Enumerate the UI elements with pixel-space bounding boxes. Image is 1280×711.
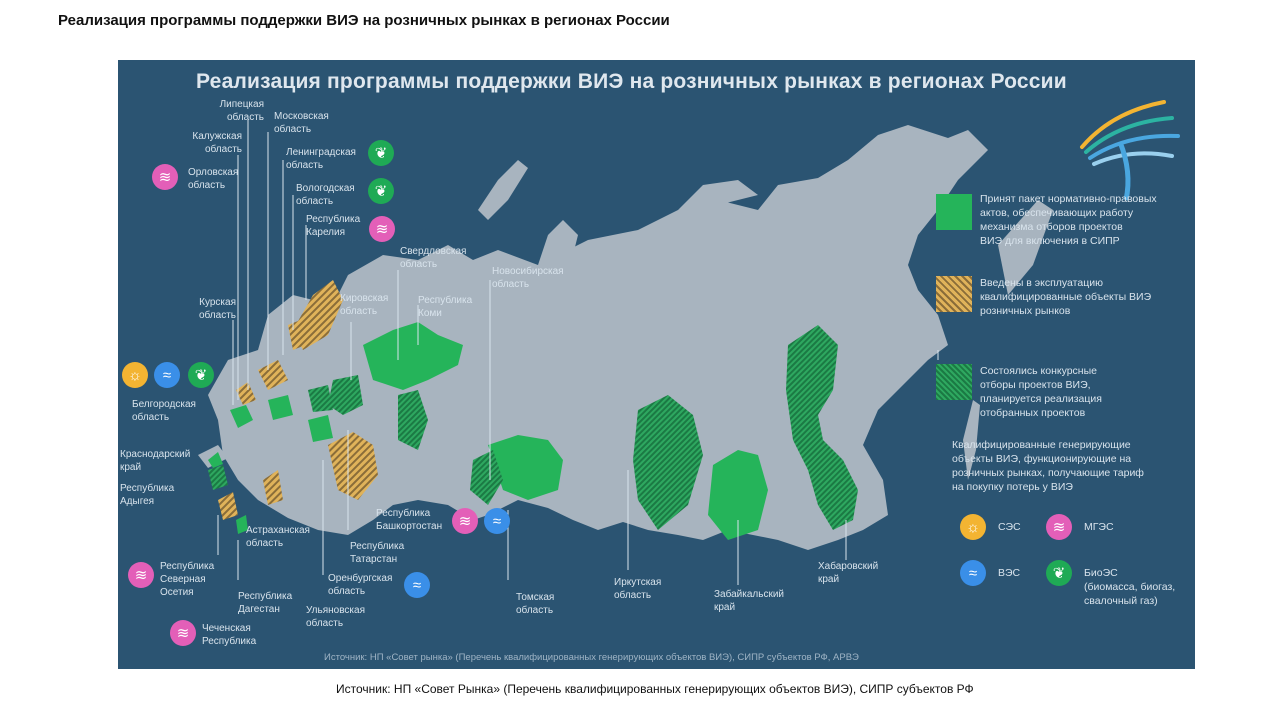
legend-mges: МГЭС (1084, 521, 1114, 533)
legend-swatch-dots (936, 364, 972, 400)
label-astrakhan: Астраханская область (246, 525, 310, 549)
region-chechnya (236, 515, 248, 534)
russia-map (198, 120, 1053, 585)
map-panel: Реализация программы поддержки ВИЭ на ро… (118, 60, 1195, 669)
kamchatka (998, 200, 1053, 295)
region-astrakhan (218, 492, 238, 520)
region-komi (363, 322, 463, 390)
region-lipetsk (236, 382, 256, 405)
page-source: Источник: НП «Совет Рынка» (Перечень ква… (336, 682, 974, 696)
label-kirov: Кировская область (340, 293, 389, 317)
label-dagestan: Республика Дагестан (238, 591, 293, 615)
label-komi: Республика Коми (418, 295, 473, 319)
legend-swatch-green (936, 194, 972, 230)
region-irkutsk (633, 395, 703, 530)
water-icon: ≋ (170, 620, 196, 646)
taymyr (678, 180, 758, 210)
legend-green-text: Принят пакет нормативно-правовых актов, … (980, 193, 1157, 247)
wind-icon: ≈ (484, 508, 510, 534)
label-bashkortostan: Республика Башкортостан (376, 508, 443, 532)
label-chechnya: Чеченская Республика (202, 623, 257, 647)
label-kursk: Курская область (198, 297, 236, 321)
label-ulyanovsk: Ульяновская область (306, 605, 365, 629)
region-adygea (208, 452, 223, 468)
wind-icon: ≈ (154, 362, 180, 388)
sun-icon: ☼ (960, 514, 986, 540)
label-karelia: Республика Карелия (306, 214, 361, 238)
legend-objects-title: Квалифицированные генерирующие объекты В… (952, 439, 1144, 493)
region-moscow (258, 360, 288, 390)
logo (1080, 100, 1180, 201)
region-penza (308, 415, 333, 442)
label-tatarstan: Республика Татарстан (350, 541, 405, 565)
label-orenburg: Оренбургская область (328, 573, 393, 597)
leader-lines (217, 120, 939, 585)
region-zabaykalsky (708, 450, 768, 540)
sakhalin (963, 400, 980, 480)
legend-ves: ВЭС (998, 567, 1021, 579)
region-novosibirsk (488, 435, 563, 500)
legend-ses: СЭС (998, 521, 1021, 533)
legend-hatch-text: Введены в эксплуатацию квалифицированные… (980, 277, 1152, 317)
label-irkutsk: Иркутская область (614, 577, 662, 601)
leaf-icon: ❦ (188, 362, 214, 388)
label-khabarovsk: Хабаровский край (818, 561, 879, 585)
legend-bioes: БиоЭС (биомасса, биогаз, свалочный газ) (1084, 567, 1176, 607)
region-krasnodar (208, 465, 228, 490)
label-lipetsk: Липецкая область (219, 99, 264, 123)
region-tatarstan (308, 385, 333, 412)
panel-title: Реализация программы поддержки ВИЭ на ро… (196, 70, 1067, 93)
label-adygea: Республика Адыгея (120, 483, 175, 507)
legend-dots-text: Состоялись конкурсные отборы проектов ВИ… (980, 365, 1102, 419)
region-khabarovsk (786, 325, 858, 530)
water-icon: ≋ (128, 562, 154, 588)
label-novosibirsk: Новосибирская область (492, 266, 564, 290)
region-vologda (288, 315, 318, 350)
label-sverdlovsk: Свердловская область (400, 246, 467, 270)
label-moscow: Московская область (274, 111, 329, 135)
label-orel: Орловская область (188, 167, 239, 191)
region-bashkortostan (328, 432, 378, 500)
leaf-icon: ❦ (368, 178, 394, 204)
region-orenburg (263, 470, 283, 505)
wind-icon: ≈ (960, 560, 986, 586)
label-krasnodar: Краснодарский край (120, 449, 191, 473)
leaf-icon: ❦ (368, 140, 394, 166)
region-kirov (328, 375, 363, 415)
region-sverdlovsk (398, 390, 428, 450)
water-icon: ≋ (452, 508, 478, 534)
novaya-zemlya (478, 160, 528, 220)
label-n-ossetia: Республика Северная Осетия (160, 561, 215, 598)
water-icon: ≋ (369, 216, 395, 242)
yamal-peninsula (538, 220, 578, 265)
page-title: Реализация программы поддержки ВИЭ на ро… (58, 12, 670, 29)
label-tomsk: Томская область (516, 592, 555, 616)
russia-landmass (208, 125, 988, 550)
label-vologda: Вологодская область (296, 183, 355, 207)
water-icon: ≋ (1046, 514, 1072, 540)
water-icon: ≋ (152, 164, 178, 190)
region-tambov (268, 395, 293, 420)
legend-swatch-hatch (936, 276, 972, 312)
leaf-icon: ❦ (1046, 560, 1072, 586)
label-kaluga: Калужская область (192, 131, 242, 155)
wind-icon: ≈ (404, 572, 430, 598)
region-belgorod (230, 405, 253, 428)
sun-icon: ☼ (122, 362, 148, 388)
label-leningrad: Ленинградская область (286, 147, 356, 171)
region-tomsk (470, 450, 503, 505)
label-belgorod: Белгородская область (132, 399, 196, 423)
panel-source: Источник: НП «Совет рынка» (Перечень ква… (324, 652, 859, 663)
label-zabaykalsky: Забайкальский край (714, 589, 784, 613)
